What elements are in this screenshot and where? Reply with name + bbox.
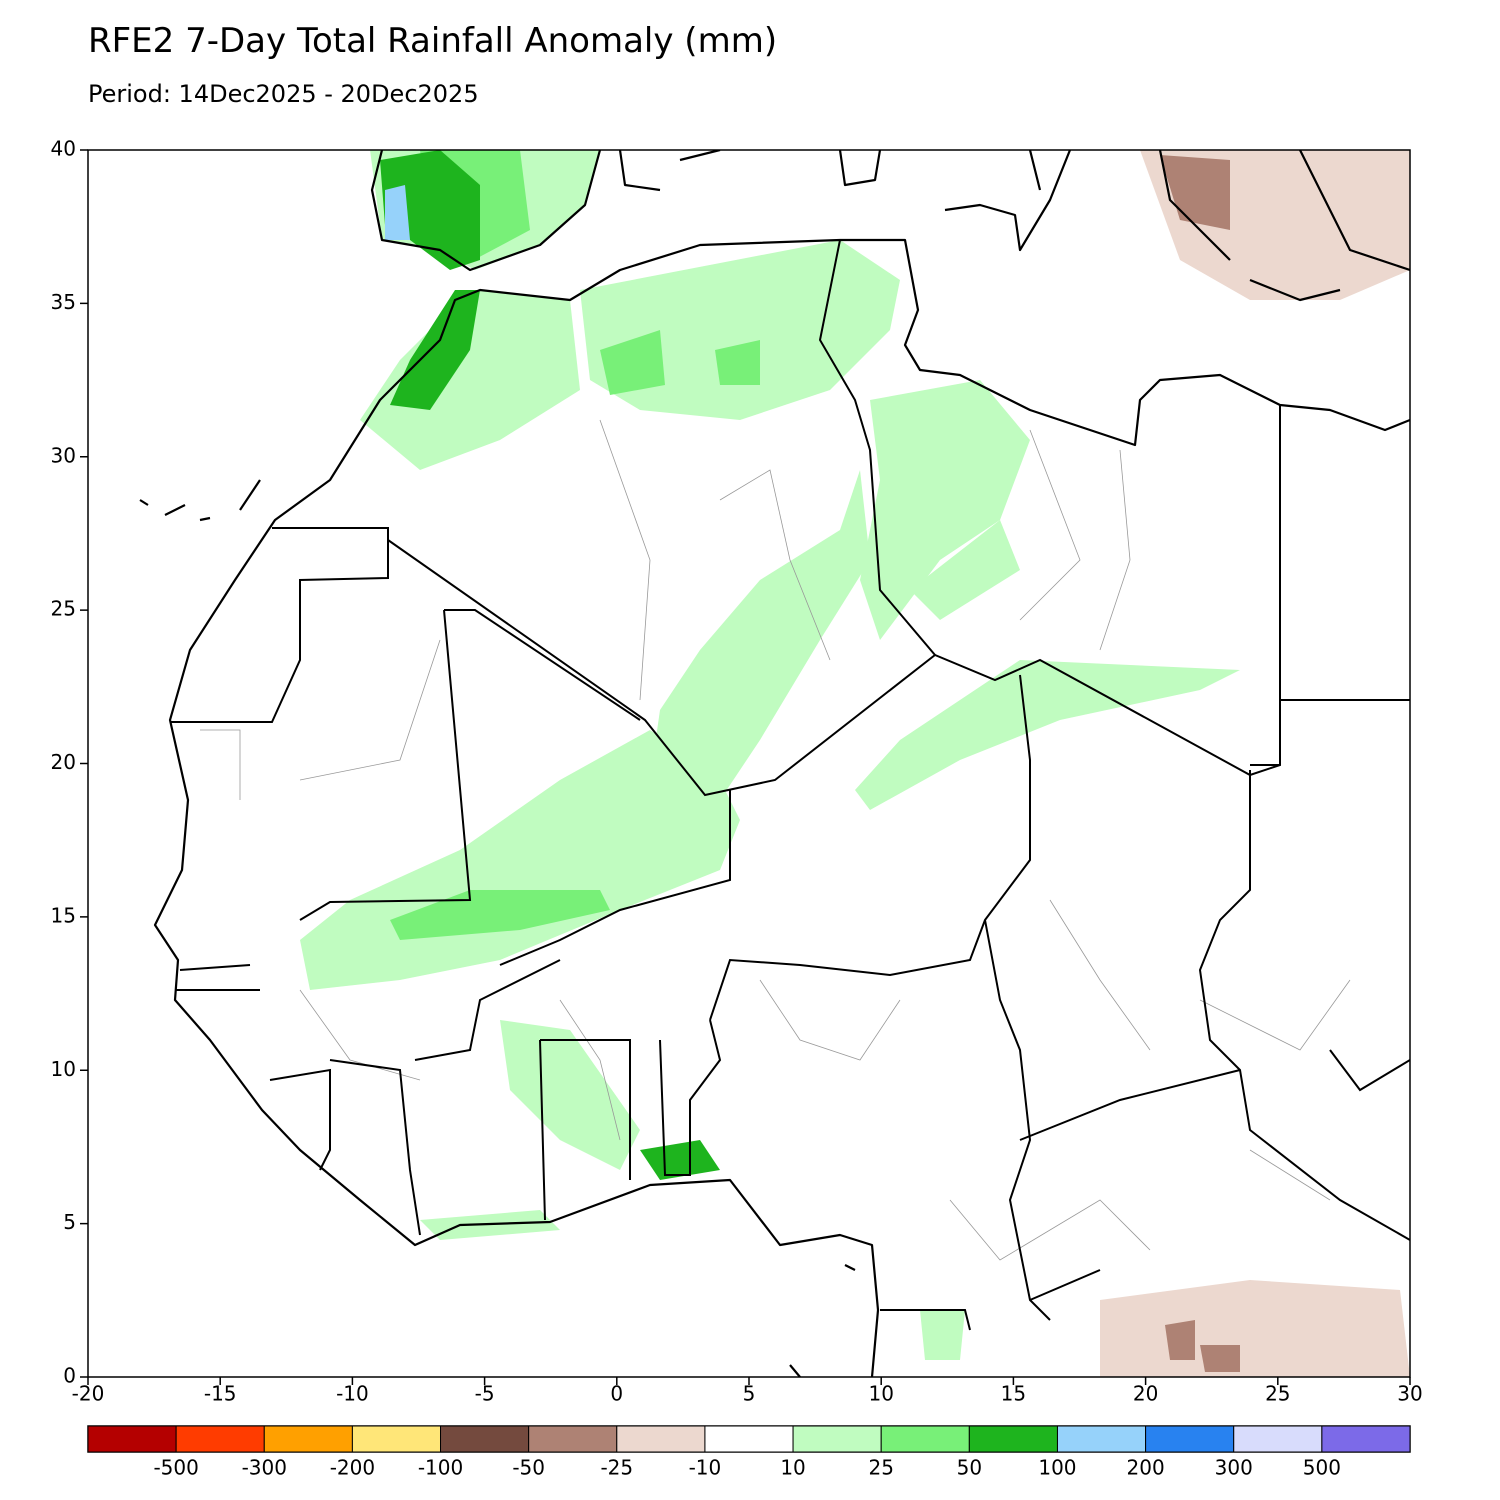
x-tick-label: -10 bbox=[336, 1382, 369, 1406]
x-tick-label: 15 bbox=[1001, 1382, 1026, 1406]
colorbar-box bbox=[1233, 1425, 1323, 1453]
x-tick-label: 10 bbox=[868, 1382, 893, 1406]
colorbar-box bbox=[704, 1425, 794, 1453]
coastline bbox=[139, 150, 1410, 1377]
y-tick-label: 15 bbox=[51, 903, 76, 927]
x-tick-label: -15 bbox=[204, 1382, 237, 1406]
map-content bbox=[139, 150, 1410, 1377]
y-tick-label: 40 bbox=[51, 137, 76, 161]
colorbar-box bbox=[263, 1425, 353, 1453]
title: RFE2 7-Day Total Rainfall Anomaly (mm) bbox=[88, 21, 777, 61]
colorbar-box bbox=[616, 1425, 706, 1453]
colorbar-box bbox=[87, 1425, 177, 1453]
y-tick-label: 35 bbox=[51, 290, 76, 314]
colorbar-box bbox=[528, 1425, 618, 1453]
anomaly-fill bbox=[300, 150, 1410, 1377]
colorbar-box bbox=[351, 1425, 442, 1453]
y-tick-label: 5 bbox=[63, 1210, 76, 1234]
colorbar-box bbox=[968, 1425, 1058, 1453]
y-tick-label: 10 bbox=[51, 1057, 76, 1081]
colorbar-box bbox=[1321, 1425, 1411, 1453]
x-tick-label: -20 bbox=[72, 1382, 105, 1406]
x-tick-label: 20 bbox=[1133, 1382, 1158, 1406]
admin-lines bbox=[200, 419, 1351, 1261]
colorbar-box bbox=[792, 1425, 882, 1453]
x-tick-label: -5 bbox=[475, 1382, 495, 1406]
x-tick-label: 30 bbox=[1397, 1382, 1422, 1406]
y-tick-label: 0 bbox=[63, 1364, 76, 1388]
x-tick-label: 25 bbox=[1265, 1382, 1290, 1406]
x-tick-label: 5 bbox=[743, 1382, 756, 1406]
colorbar-label: 10 bbox=[780, 1456, 805, 1480]
colorbar-label: 25 bbox=[868, 1456, 893, 1480]
y-tick-label: 30 bbox=[51, 443, 76, 467]
x-tick-label: 0 bbox=[610, 1382, 623, 1406]
colorbar-label: 300 bbox=[1215, 1456, 1253, 1480]
colorbar-label: -100 bbox=[418, 1456, 463, 1480]
colorbar-label: 200 bbox=[1127, 1456, 1165, 1480]
colorbar-label: -25 bbox=[600, 1456, 633, 1480]
y-tick-label: 25 bbox=[51, 597, 76, 621]
subtitle: Period: 14Dec2025 - 20Dec2025 bbox=[88, 80, 479, 108]
y-tick-label: 20 bbox=[51, 750, 76, 774]
colorbar-label: -50 bbox=[512, 1456, 545, 1480]
colorbar-label: -200 bbox=[330, 1456, 375, 1480]
colorbar-label: 500 bbox=[1303, 1456, 1341, 1480]
colorbar-label: -500 bbox=[153, 1456, 198, 1480]
colorbar-box bbox=[880, 1425, 970, 1453]
colorbar-label: 100 bbox=[1038, 1456, 1076, 1480]
colorbar-box bbox=[175, 1425, 265, 1453]
colorbar-box bbox=[1145, 1425, 1235, 1453]
map-layer bbox=[87, 149, 1411, 1378]
colorbar-label: -300 bbox=[242, 1456, 287, 1480]
country-borders bbox=[170, 239, 1410, 1331]
colorbar-label: 50 bbox=[957, 1456, 982, 1480]
colorbar-box bbox=[1056, 1425, 1147, 1453]
colorbar-label: -10 bbox=[689, 1456, 722, 1480]
colorbar-box bbox=[440, 1425, 530, 1453]
